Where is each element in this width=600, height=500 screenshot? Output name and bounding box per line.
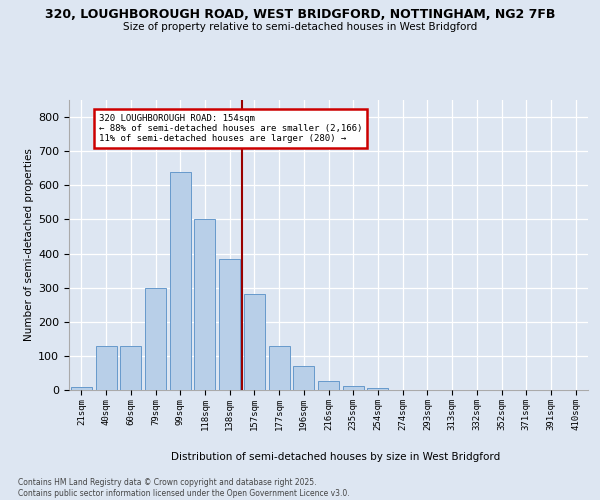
Bar [194, 220, 215, 390]
Bar [145, 288, 166, 390]
Bar [120, 346, 141, 390]
Text: Size of property relative to semi-detached houses in West Bridgford: Size of property relative to semi-detach… [123, 22, 477, 32]
Text: Contains HM Land Registry data © Crown copyright and database right 2025.
Contai: Contains HM Land Registry data © Crown c… [18, 478, 350, 498]
Bar [71, 386, 92, 390]
Y-axis label: Number of semi-detached properties: Number of semi-detached properties [24, 148, 34, 342]
Bar [244, 294, 265, 390]
Bar [170, 172, 191, 390]
Bar [269, 346, 290, 390]
Text: 320, LOUGHBOROUGH ROAD, WEST BRIDGFORD, NOTTINGHAM, NG2 7FB: 320, LOUGHBOROUGH ROAD, WEST BRIDGFORD, … [45, 8, 555, 20]
Bar [95, 346, 116, 390]
Bar [367, 388, 388, 390]
Bar [318, 382, 339, 390]
Bar [343, 386, 364, 390]
Text: 320 LOUGHBOROUGH ROAD: 154sqm
← 88% of semi-detached houses are smaller (2,166)
: 320 LOUGHBOROUGH ROAD: 154sqm ← 88% of s… [98, 114, 362, 144]
Bar [293, 366, 314, 390]
Bar [219, 260, 240, 390]
Text: Distribution of semi-detached houses by size in West Bridgford: Distribution of semi-detached houses by … [172, 452, 500, 462]
